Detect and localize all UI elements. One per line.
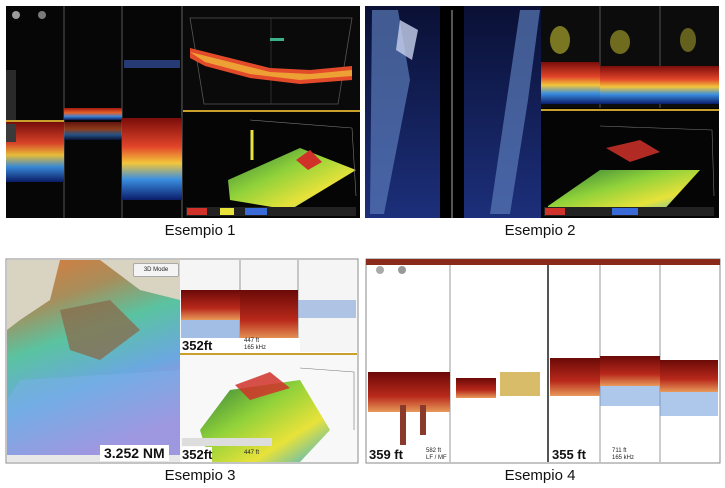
caption-example-4: Esempio 4 [504,467,576,484]
example-3-screen [5,258,359,464]
example-1-screen [6,6,360,218]
example-4-screen [365,258,721,464]
3d-mode-button[interactable]: 3D Mode [133,263,179,277]
frequency-readout-left: 582 ft LF / MF [426,448,447,461]
caption-example-3: Esempio 3 [164,467,236,484]
distance-readout: 3.252 NM [100,445,169,461]
frequency-readout-right: 711 ft 165 kHz [612,448,635,461]
depth-readout-left: 359 ft [369,447,403,462]
caption-example-1: Esempio 1 [164,222,236,239]
frequency-readout-top: 447 ft 165 kHz [244,338,267,351]
frequency-readout-bottom: 447 ft [244,450,260,456]
depth-readout-top: 352ft [182,338,213,353]
caption-example-2: Esempio 2 [504,222,576,239]
depth-readout-right: 355 ft [552,447,586,462]
example-2-screen [365,6,719,218]
depth-readout-bottom: 352ft [182,447,213,462]
